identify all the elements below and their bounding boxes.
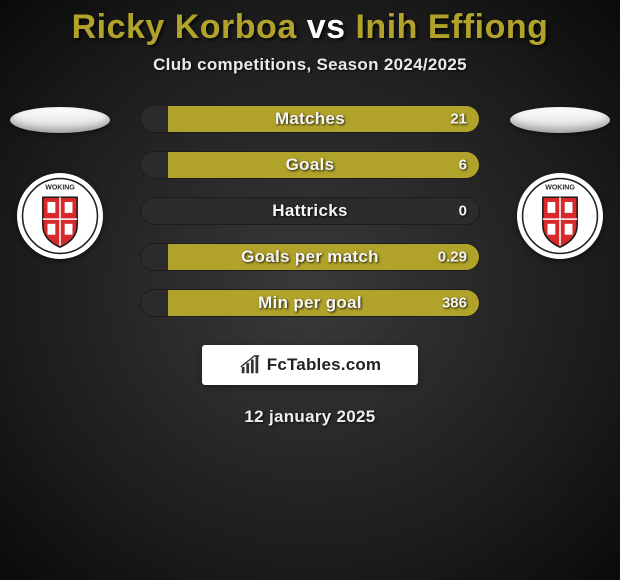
left-side: WOKING — [0, 105, 120, 259]
bar-value-right: 6 — [459, 157, 467, 174]
svg-text:WOKING: WOKING — [45, 184, 75, 191]
bar-label: Matches — [275, 109, 345, 129]
snapshot-date: 12 january 2025 — [0, 407, 620, 427]
svg-text:WOKING: WOKING — [545, 184, 575, 191]
bar-label: Hattricks — [272, 201, 347, 221]
bar-value-right: 21 — [450, 111, 467, 128]
chart-icon — [239, 354, 261, 376]
page-title: Ricky Korboa vs Inih Effiong — [0, 0, 620, 47]
bar-label: Goals — [286, 155, 335, 175]
bar-value-right: 0.29 — [438, 249, 467, 266]
bar-label: Goals per match — [241, 247, 379, 267]
stat-bar: Goals 6 — [140, 151, 480, 179]
shield-icon: WOKING — [521, 177, 599, 255]
stat-bar: Min per goal 386 — [140, 289, 480, 317]
brand-badge: FcTables.com — [202, 345, 418, 385]
left-ellipse — [10, 107, 110, 133]
brand-text: FcTables.com — [267, 355, 382, 375]
vs-separator: vs — [307, 8, 346, 46]
stat-bars: Matches 21 Goals 6 Hattricks 0 Goals per match… — [140, 105, 480, 317]
right-side: WOKING — [500, 105, 620, 259]
bar-value-right: 386 — [442, 295, 467, 312]
player1-name: Ricky Korboa — [72, 8, 297, 46]
subtitle: Club competitions, Season 2024/2025 — [0, 55, 620, 75]
bar-value-right: 0 — [459, 203, 467, 220]
stat-bar: Hattricks 0 — [140, 197, 480, 225]
right-ellipse — [510, 107, 610, 133]
stat-bar: Matches 21 — [140, 105, 480, 133]
shield-icon: WOKING — [21, 177, 99, 255]
player2-name: Inih Effiong — [355, 8, 548, 46]
left-club-crest: WOKING — [17, 173, 103, 259]
bar-label: Min per goal — [258, 293, 362, 313]
comparison-arena: WOKING WOKING — [0, 105, 620, 317]
right-club-crest: WOKING — [517, 173, 603, 259]
stat-bar: Goals per match 0.29 — [140, 243, 480, 271]
